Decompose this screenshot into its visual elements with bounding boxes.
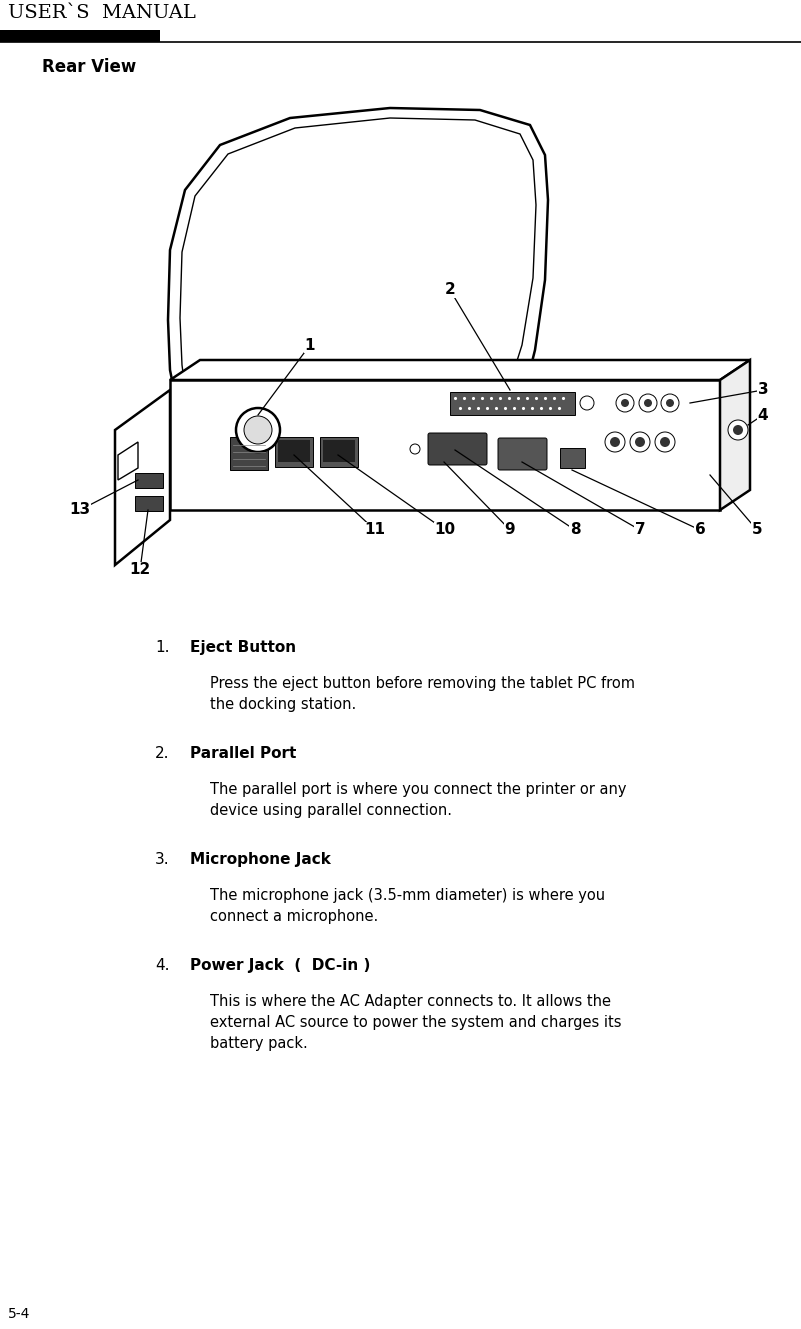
Text: USER`S  MANUAL: USER`S MANUAL xyxy=(8,4,196,23)
Circle shape xyxy=(661,393,679,412)
Text: Rear View: Rear View xyxy=(42,58,136,76)
Circle shape xyxy=(610,437,620,447)
Text: 2.: 2. xyxy=(155,746,170,762)
Circle shape xyxy=(639,393,657,412)
Polygon shape xyxy=(170,380,720,510)
Text: The parallel port is where you connect the printer or any: The parallel port is where you connect t… xyxy=(210,781,626,797)
Text: This is where the AC Adapter connects to. It allows the: This is where the AC Adapter connects to… xyxy=(210,994,611,1009)
Text: 11: 11 xyxy=(364,522,385,537)
Text: Parallel Port: Parallel Port xyxy=(190,746,296,762)
Circle shape xyxy=(621,399,629,407)
Text: 10: 10 xyxy=(434,522,456,537)
Circle shape xyxy=(728,420,748,440)
Bar xyxy=(560,448,585,468)
Polygon shape xyxy=(115,389,170,565)
Circle shape xyxy=(733,425,743,435)
Bar xyxy=(135,496,163,510)
Text: the docking station.: the docking station. xyxy=(210,696,356,712)
Text: 4.: 4. xyxy=(155,958,170,973)
Polygon shape xyxy=(168,108,548,395)
Text: 13: 13 xyxy=(70,502,91,517)
Text: 1.: 1. xyxy=(155,641,170,655)
Text: 5-4: 5-4 xyxy=(8,1306,30,1321)
Bar xyxy=(278,440,310,462)
Text: 7: 7 xyxy=(634,522,646,537)
Circle shape xyxy=(410,444,420,455)
Text: device using parallel connection.: device using parallel connection. xyxy=(210,803,452,819)
Circle shape xyxy=(605,432,625,452)
Bar xyxy=(323,440,355,462)
Circle shape xyxy=(616,393,634,412)
Text: 8: 8 xyxy=(570,522,580,537)
Bar xyxy=(230,437,268,470)
Circle shape xyxy=(630,432,650,452)
Text: 1: 1 xyxy=(304,338,316,352)
Text: 9: 9 xyxy=(505,522,515,537)
Polygon shape xyxy=(720,360,750,510)
Circle shape xyxy=(666,399,674,407)
Circle shape xyxy=(244,416,272,444)
Text: Microphone Jack: Microphone Jack xyxy=(190,852,331,867)
Polygon shape xyxy=(180,118,536,388)
Text: 3: 3 xyxy=(758,383,768,397)
Circle shape xyxy=(236,408,280,452)
Text: 3.: 3. xyxy=(155,852,170,867)
Circle shape xyxy=(660,437,670,447)
Circle shape xyxy=(580,396,594,411)
Bar xyxy=(0,31,160,43)
Bar xyxy=(450,392,575,415)
Text: 4: 4 xyxy=(758,408,768,423)
Text: 12: 12 xyxy=(130,562,151,578)
Text: connect a microphone.: connect a microphone. xyxy=(210,909,378,924)
Bar xyxy=(135,473,163,488)
Circle shape xyxy=(655,432,675,452)
Polygon shape xyxy=(118,443,138,480)
Text: Power Jack  (  DC-in ): Power Jack ( DC-in ) xyxy=(190,958,370,973)
Text: The microphone jack (3.5-mm diameter) is where you: The microphone jack (3.5-mm diameter) is… xyxy=(210,888,605,902)
Text: external AC source to power the system and charges its: external AC source to power the system a… xyxy=(210,1015,622,1030)
Text: 6: 6 xyxy=(694,522,706,537)
FancyBboxPatch shape xyxy=(498,439,547,470)
Polygon shape xyxy=(170,360,750,380)
Bar xyxy=(275,437,313,466)
Text: 2: 2 xyxy=(445,283,456,298)
Bar xyxy=(320,437,358,466)
Circle shape xyxy=(644,399,652,407)
Text: battery pack.: battery pack. xyxy=(210,1037,308,1051)
Text: Press the eject button before removing the tablet PC from: Press the eject button before removing t… xyxy=(210,676,635,691)
FancyBboxPatch shape xyxy=(428,433,487,465)
Circle shape xyxy=(635,437,645,447)
Text: 5: 5 xyxy=(751,522,763,537)
Text: Eject Button: Eject Button xyxy=(190,641,296,655)
